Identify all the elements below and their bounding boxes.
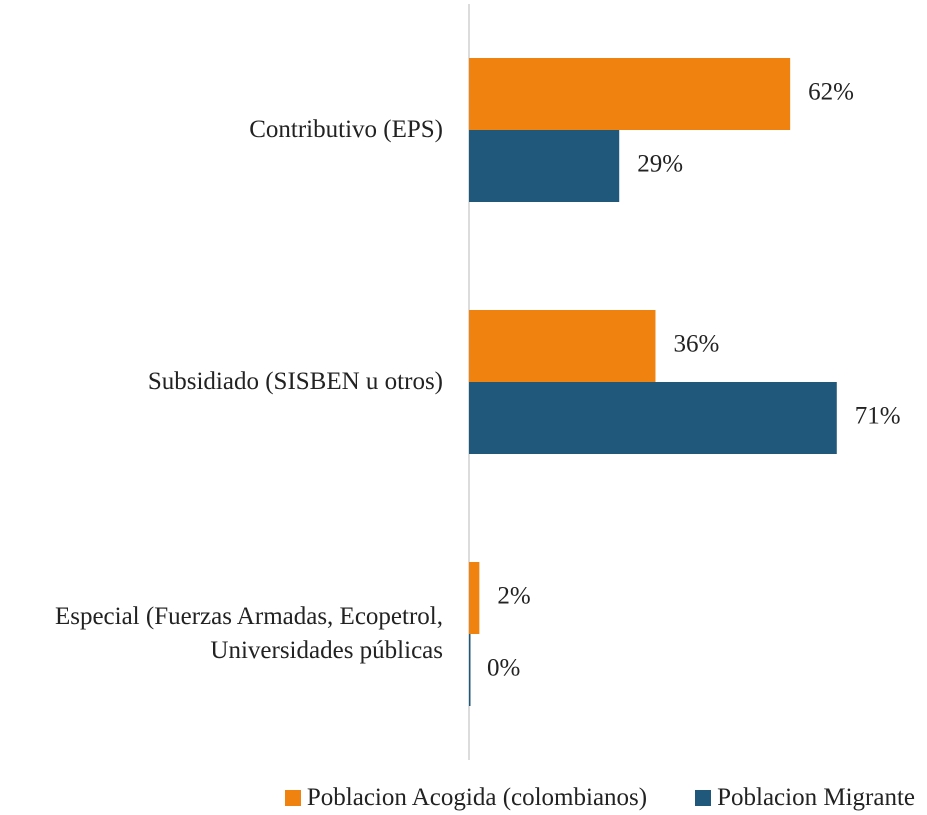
bar [469,382,837,454]
legend-label: Poblacion Migrante [717,784,915,811]
value-label: 2% [497,583,530,610]
bar [469,562,480,634]
category-label: Contributivo (EPS) [249,116,443,143]
bar [469,310,656,382]
category-label: Subsidiado (SISBEN u otros) [147,368,443,395]
value-label: 62% [808,79,854,106]
bar [469,130,620,202]
legend-swatch [695,790,712,806]
legend-item: Poblacion Migrante [695,784,915,812]
value-label: 0% [487,655,520,682]
value-label: 36% [673,331,719,358]
legend-swatch [284,790,301,806]
bar [469,634,471,706]
value-label: 71% [855,403,901,430]
value-label: 29% [637,151,683,178]
category-label: Especial (Fuerzas Armadas, Ecopetrol, Un… [54,603,443,664]
legend-item: Poblacion Acogida (colombianos) [284,784,648,812]
legend-label: Poblacion Acogida (colombianos) [306,784,648,811]
bar [469,58,791,130]
legend: Poblacion Acogida (colombianos) Poblacion… [0,784,927,812]
